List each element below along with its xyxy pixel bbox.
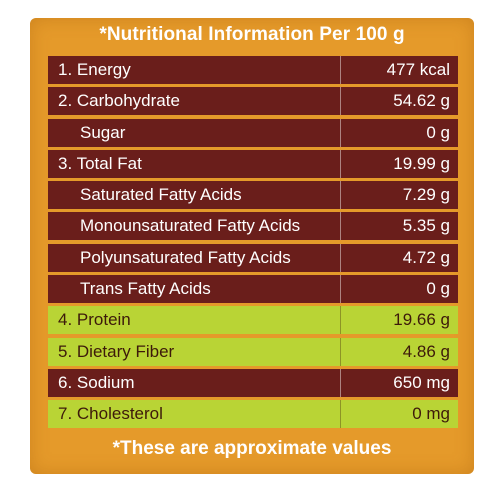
table-row: Sugar 0 g (48, 118, 458, 147)
table-row: 2. Carbohydrate 54.62 g (48, 87, 458, 116)
nutrient-label: 3. Total Fat (58, 153, 142, 173)
nutrition-title: *Nutritional Information Per 100 g (99, 24, 405, 45)
nutrient-label: 6. Sodium (58, 372, 135, 392)
nutrient-value: 650 mg (340, 368, 458, 397)
nutrient-value: 477 kcal (340, 56, 458, 84)
nutrient-value: 4.86 g (340, 337, 458, 366)
table-row: 7. Cholesterol 0 mg (48, 400, 458, 429)
table-row: 4. Protein 19.66 g (48, 306, 458, 335)
nutrient-label: Trans Fatty Acids (80, 279, 211, 299)
nutrient-value: 5.35 g (340, 212, 458, 241)
nutrient-label: 1. Energy (58, 60, 131, 79)
table-row: Monounsaturated Fatty Acids 5.35 g (48, 212, 458, 241)
nutrition-panel: *Nutritional Information Per 100 g 1. En… (30, 18, 474, 474)
table-row: 5. Dietary Fiber 4.86 g (48, 337, 458, 366)
nutrient-value: 19.66 g (340, 306, 458, 335)
nutrient-value: 4.72 g (340, 243, 458, 272)
nutrition-table: 1. Energy 477 kcal 2. Carbohydrate 54.62… (48, 56, 458, 432)
disclaimer-note: *These are approximate values (112, 438, 392, 459)
nutrient-value: 0 mg (340, 400, 458, 429)
nutrient-label: 4. Protein (58, 310, 131, 330)
nutrient-label: 5. Dietary Fiber (58, 341, 175, 361)
nutrient-label: Sugar (80, 122, 126, 142)
table-row: 3. Total Fat 19.99 g (48, 149, 458, 178)
table-row: Polyunsaturated Fatty Acids 4.72 g (48, 243, 458, 272)
nutrient-value: 0 g (340, 275, 458, 304)
table-row: Saturated Fatty Acids 7.29 g (48, 181, 458, 210)
table-row: Trans Fatty Acids 0 g (48, 275, 458, 304)
nutrient-value: 7.29 g (340, 181, 458, 210)
nutrient-label: Saturated Fatty Acids (80, 185, 242, 205)
table-row: 6. Sodium 650 mg (48, 368, 458, 397)
nutrient-label: Monounsaturated Fatty Acids (80, 216, 301, 236)
nutrient-label: 7. Cholesterol (58, 404, 163, 424)
nutrient-label: 2. Carbohydrate (58, 91, 180, 111)
nutrient-label: Polyunsaturated Fatty Acids (80, 247, 291, 267)
table-row: 1. Energy 477 kcal (48, 56, 458, 84)
nutrient-value: 54.62 g (340, 87, 458, 116)
nutrient-value: 0 g (340, 118, 458, 147)
nutrient-value: 19.99 g (340, 149, 458, 178)
